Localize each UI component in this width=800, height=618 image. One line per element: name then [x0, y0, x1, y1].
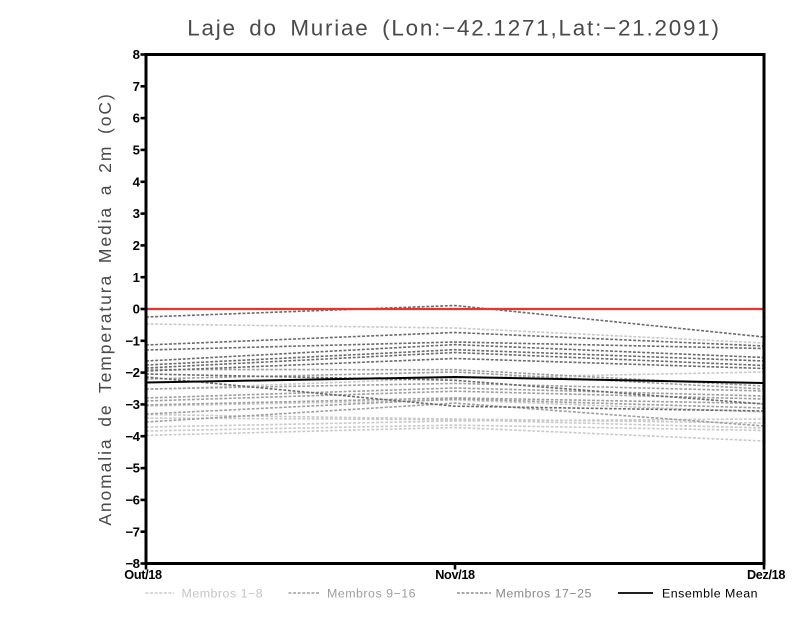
svg-text:Membros 9−16: Membros 9−16 — [327, 586, 416, 600]
svg-text:Dez/18: Dez/18 — [747, 568, 785, 582]
svg-text:−7: −7 — [125, 524, 139, 539]
svg-text:−2: −2 — [125, 365, 139, 380]
svg-text:Laje do Muriae (Lon:−42.1271,L: Laje do Muriae (Lon:−42.1271,Lat:−21.209… — [187, 15, 721, 40]
svg-text:Ensemble Mean: Ensemble Mean — [662, 586, 758, 600]
svg-text:7: 7 — [133, 79, 140, 94]
svg-text:3: 3 — [133, 206, 140, 221]
svg-text:2: 2 — [133, 238, 140, 253]
svg-text:−5: −5 — [125, 461, 139, 476]
svg-text:−1: −1 — [125, 333, 139, 348]
svg-text:Out/18: Out/18 — [124, 568, 162, 582]
svg-text:6: 6 — [133, 111, 140, 126]
svg-text:−4: −4 — [125, 429, 140, 444]
svg-text:Anomalia de Temperatura Media: Anomalia de Temperatura Media a 2m (oC) — [95, 92, 115, 525]
svg-text:8: 8 — [133, 47, 140, 62]
svg-text:−6: −6 — [125, 493, 139, 508]
svg-text:1: 1 — [133, 270, 140, 285]
svg-text:0: 0 — [133, 302, 140, 317]
svg-text:Membros 17−25: Membros 17−25 — [496, 586, 592, 600]
svg-text:4: 4 — [133, 174, 141, 189]
svg-text:Membros 1−8: Membros 1−8 — [182, 586, 264, 600]
svg-text:−3: −3 — [125, 397, 139, 412]
svg-text:−8: −8 — [125, 556, 139, 571]
svg-text:5: 5 — [133, 143, 140, 158]
svg-text:Nov/18: Nov/18 — [435, 568, 475, 582]
